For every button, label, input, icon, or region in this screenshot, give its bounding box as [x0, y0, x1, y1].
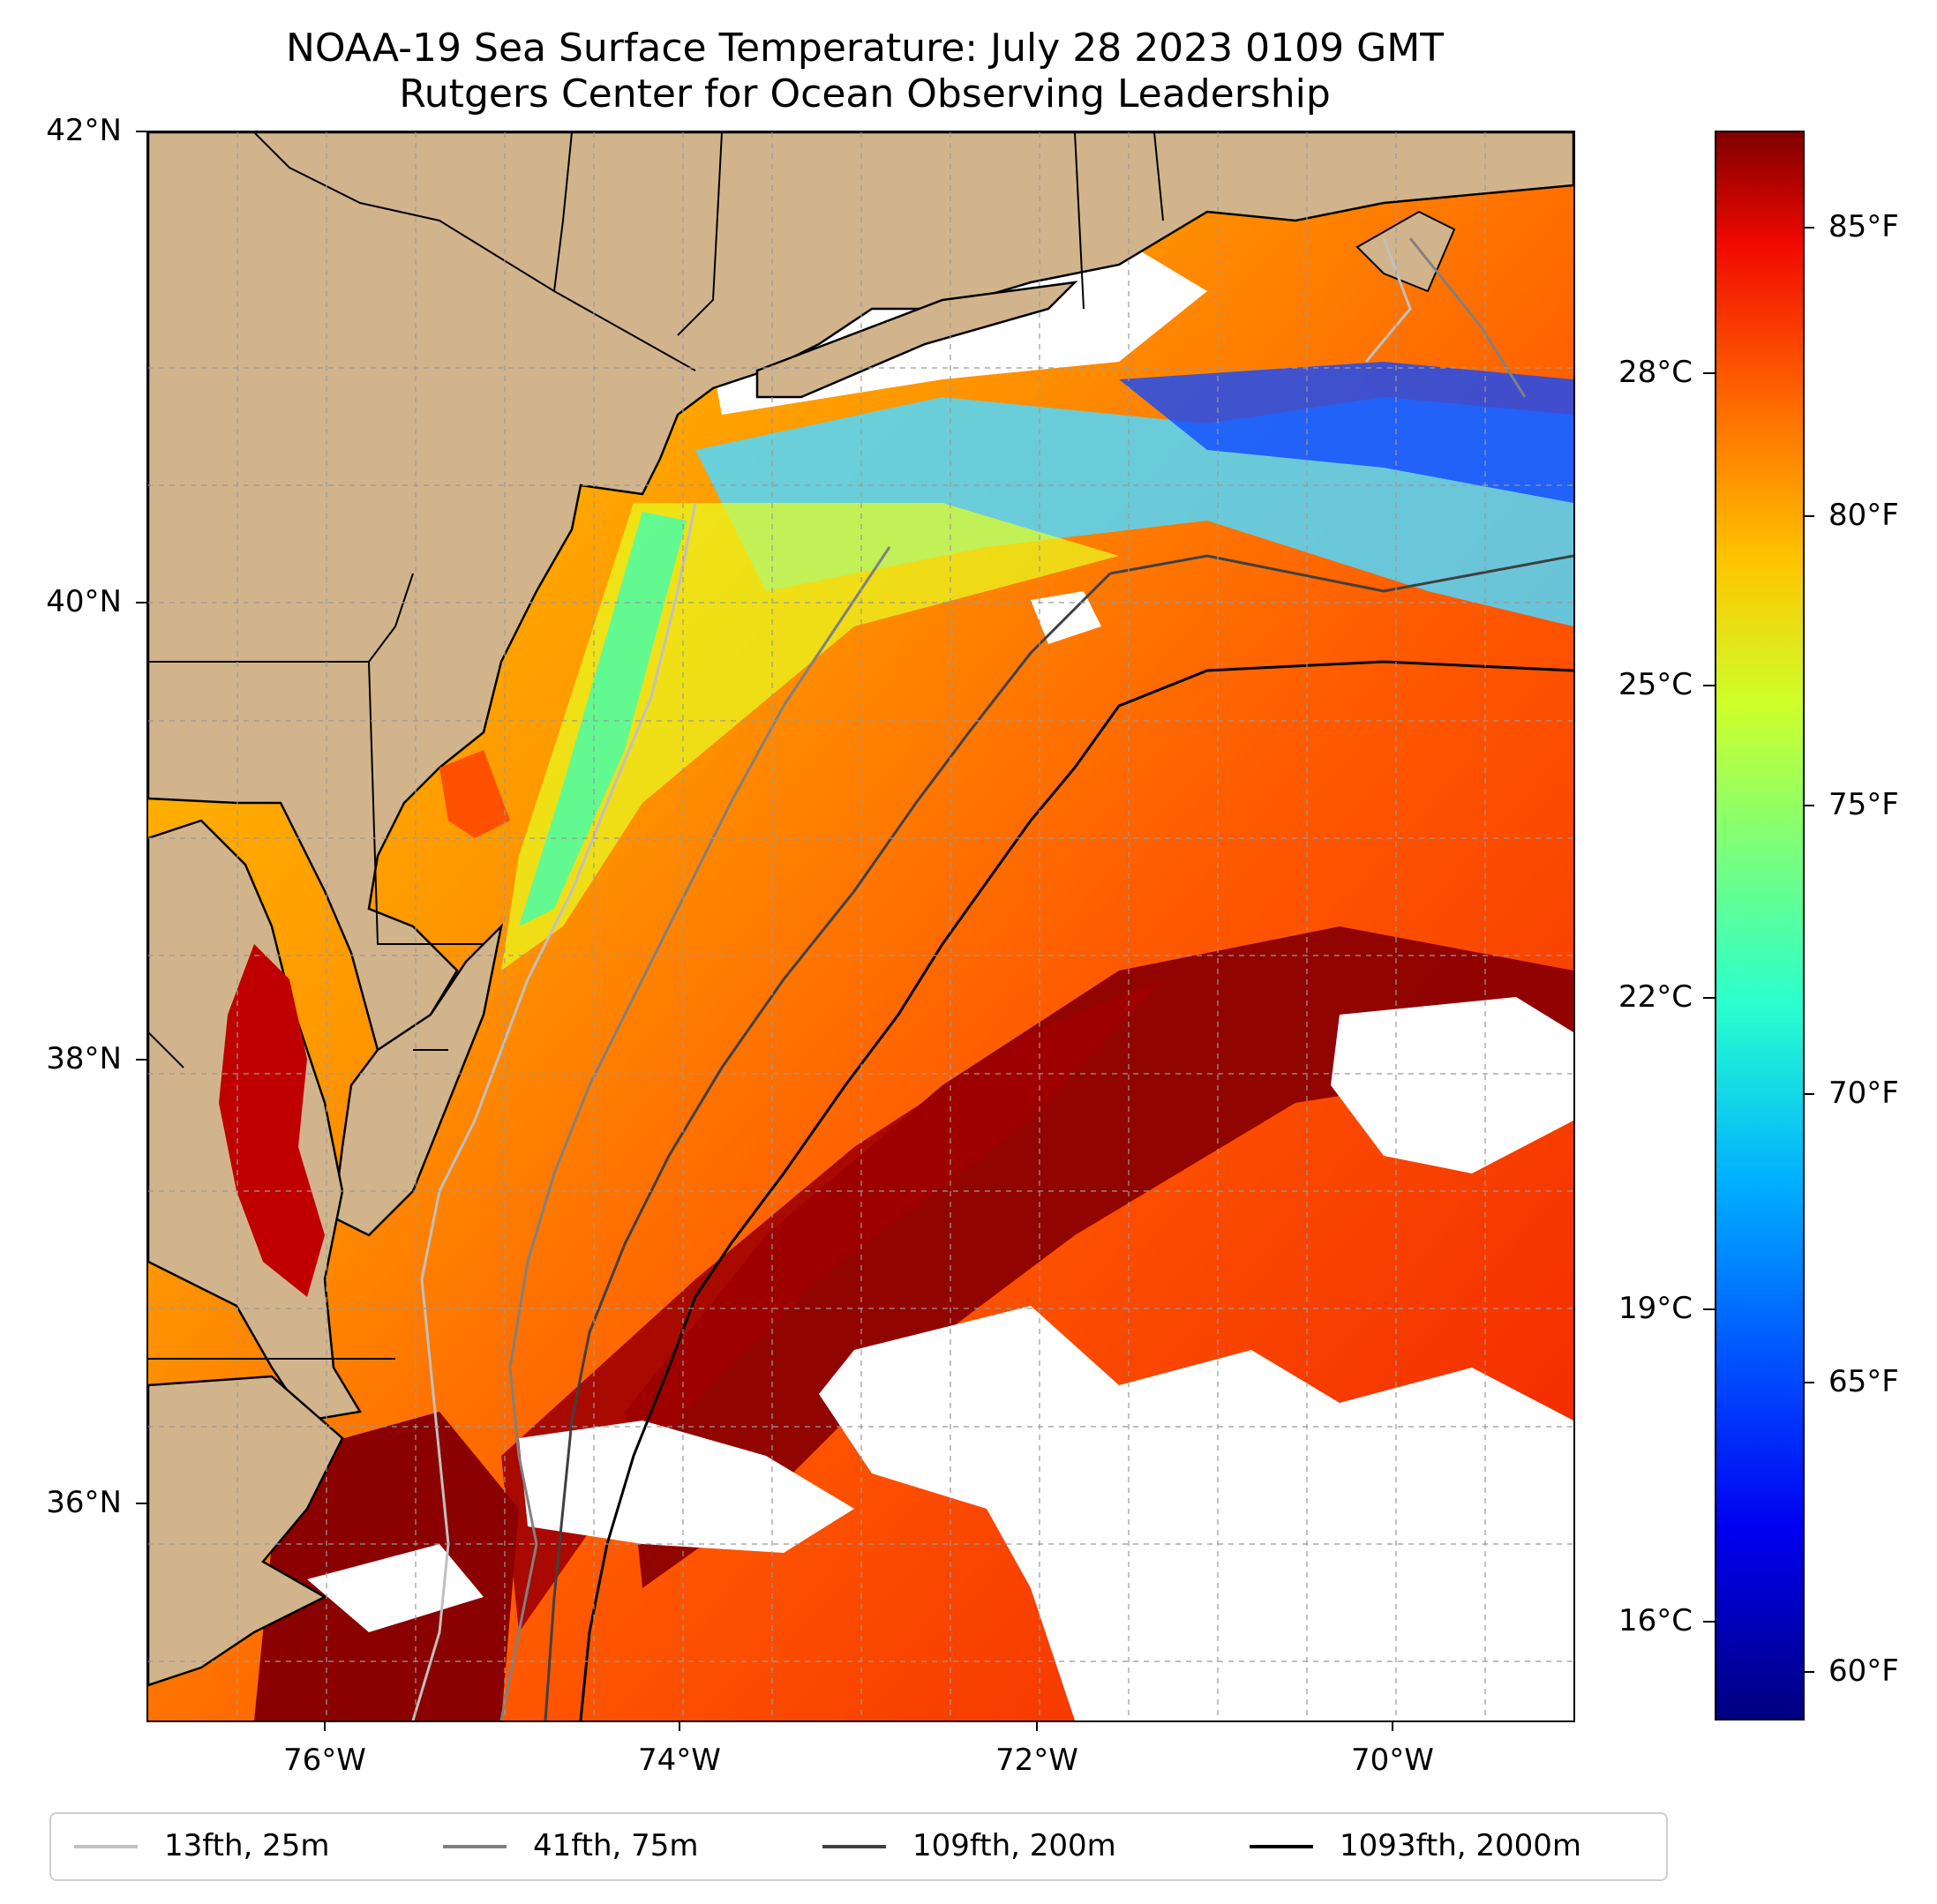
contour-200m	[544, 554, 1573, 1720]
legend-swatch-200m	[822, 1845, 886, 1848]
colorbar-tick	[1803, 515, 1814, 517]
chesapeake-bay	[219, 944, 325, 1297]
land-north-carolina	[148, 1375, 344, 1687]
cloud-south-center	[819, 1306, 1573, 1720]
colorbar-fahrenheit-85: 85°F	[1828, 209, 1899, 244]
colorbar-fahrenheit-75: 75°F	[1828, 787, 1899, 822]
lat-label-40n: 40°N	[46, 584, 122, 619]
land-cape-cod	[1355, 210, 1456, 293]
coastal-cool-strip	[519, 512, 687, 926]
contour-25m	[411, 237, 1412, 1720]
ytick	[136, 1503, 146, 1504]
contour-legend: 13fth, 25m 41fth, 75m 109fth, 200m 1093f…	[49, 1812, 1668, 1881]
colorbar-tick	[1703, 997, 1715, 999]
colorbar-celsius-28: 28°C	[1618, 355, 1693, 390]
cloud-patch-1	[307, 1544, 484, 1632]
xtick	[1392, 1720, 1393, 1731]
sst-map-svg	[148, 132, 1573, 1720]
colorbar-tick	[1803, 1671, 1814, 1673]
xtick	[679, 1720, 680, 1731]
lat-label-42n: 42°N	[46, 113, 122, 148]
map-subtitle: Rutgers Center for Ocean Observing Leade…	[399, 71, 1331, 116]
contour-2000m	[579, 660, 1573, 1720]
land-new-england-ny	[148, 132, 1573, 1052]
legend-label-200m: 109fth, 200m	[912, 1828, 1116, 1863]
legend-swatch-2000m	[1250, 1845, 1313, 1848]
colorbar-celsius-19: 19°C	[1618, 1291, 1693, 1326]
lat-label-38n: 38°N	[46, 1041, 122, 1076]
graticule	[148, 132, 1573, 1720]
colorbar-fahrenheit-60: 60°F	[1828, 1653, 1899, 1689]
gulf-stream-band	[501, 979, 1163, 1632]
colorbar-tick	[1803, 805, 1814, 806]
ytick	[136, 602, 146, 603]
lon-label-74w: 74°W	[638, 1743, 721, 1778]
delaware-bay	[439, 750, 510, 838]
temperature-colorbar	[1715, 131, 1805, 1720]
legend-swatch-75m	[443, 1845, 507, 1848]
colorbar-celsius-22: 22°C	[1618, 979, 1693, 1015]
lon-label-72w: 72°W	[995, 1743, 1078, 1778]
colorbar-tick	[1803, 227, 1814, 229]
lon-label-76w: 76°W	[283, 1743, 366, 1778]
lon-label-70w: 70°W	[1351, 1743, 1434, 1778]
ytick	[136, 131, 146, 132]
colorbar-tick	[1803, 1093, 1814, 1095]
colorbar-fahrenheit-65: 65°F	[1828, 1364, 1899, 1399]
xtick	[1036, 1720, 1038, 1731]
colorbar-tick	[1803, 1382, 1814, 1383]
lat-label-36n: 36°N	[46, 1485, 122, 1520]
colorbar-tick	[1703, 685, 1715, 686]
cloud-east	[1331, 997, 1573, 1173]
land-delmarva	[332, 923, 504, 1237]
colorbar-tick	[1703, 372, 1715, 374]
colorbar-celsius-16: 16°C	[1618, 1603, 1693, 1638]
cloud-south-west	[519, 1421, 854, 1553]
legend-swatch-25m	[74, 1845, 138, 1848]
legend-label-25m: 13fth, 25m	[164, 1828, 330, 1863]
xtick	[324, 1720, 326, 1731]
colorbar-celsius-25: 25°C	[1618, 667, 1693, 702]
colorbar-tick	[1703, 1308, 1715, 1310]
cold-water-core	[1119, 362, 1573, 503]
contour-75m	[499, 237, 1527, 1720]
sst-map	[146, 131, 1575, 1722]
legend-label-75m: 41fth, 75m	[533, 1828, 699, 1863]
colorbar-tick	[1703, 1621, 1715, 1623]
ytick	[136, 1059, 146, 1061]
colorbar-fahrenheit-80: 80°F	[1828, 498, 1899, 533]
state-borders	[148, 132, 1164, 1360]
map-title: NOAA-19 Sea Surface Temperature: July 28…	[285, 26, 1445, 71]
legend-label-2000m: 1093fth, 2000m	[1340, 1828, 1582, 1863]
colorbar-fahrenheit-70: 70°F	[1828, 1076, 1899, 1111]
